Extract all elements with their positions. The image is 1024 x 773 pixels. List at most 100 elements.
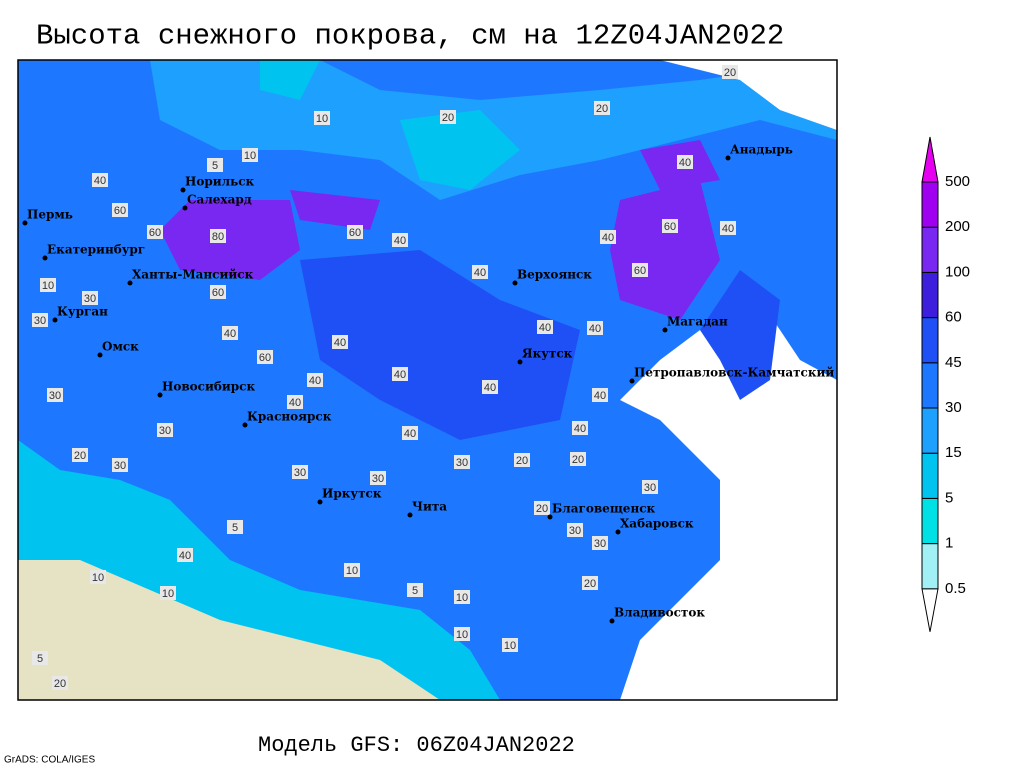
colorbar-label: 45 — [945, 354, 962, 371]
contour-label: 10 — [316, 113, 328, 125]
contour-label: 40 — [224, 328, 236, 340]
contour-label: 40 — [334, 337, 346, 349]
kamchatka — [700, 270, 780, 400]
bare-ground — [18, 560, 440, 700]
contour-label-box — [307, 373, 323, 387]
contour-label-box — [242, 148, 258, 162]
colorbar-label: 15 — [945, 444, 962, 461]
contour-label: 20 — [584, 578, 596, 590]
city-name: Магадан — [667, 315, 728, 329]
contour-label: 30 — [49, 390, 61, 402]
colorbar-box — [921, 452, 939, 499]
contour-label-box — [392, 233, 408, 247]
city-dot — [52, 317, 58, 323]
contour-label: 40 — [94, 175, 106, 187]
contour-label-box — [440, 110, 456, 124]
colorbar-box — [921, 497, 939, 545]
contour-label-box — [720, 221, 736, 235]
contour-label-box — [454, 627, 470, 641]
city-name: Благовещенск — [552, 502, 656, 516]
contour-label-box — [92, 173, 108, 187]
contour-label: 30 — [644, 482, 656, 494]
city-name: Анадырь — [730, 143, 793, 157]
contour-label: 60 — [259, 352, 271, 364]
contour-label-box — [567, 523, 583, 537]
contour-label-box — [370, 471, 386, 485]
city-dot — [407, 512, 413, 518]
contour-label: 10 — [346, 565, 358, 577]
city-dot — [662, 327, 668, 333]
contour-label-box — [112, 203, 128, 217]
contour-label: 30 — [456, 457, 468, 469]
colorbar-label: 200 — [945, 218, 970, 235]
contour-label: 40 — [484, 382, 496, 394]
contour-label: 40 — [394, 369, 406, 381]
contour-label-box — [722, 65, 738, 79]
contour-label-box — [594, 101, 610, 115]
city-name: Петропавловск-Камчатский — [634, 366, 834, 380]
city-dot — [42, 255, 48, 261]
contour-label: 10 — [244, 150, 256, 162]
contour-label: 20 — [536, 503, 548, 515]
city-dot — [180, 187, 186, 193]
contour-label-box — [642, 480, 658, 494]
contour-label-box — [210, 285, 226, 299]
contour-label-box — [177, 548, 193, 562]
contour-label: 5 — [412, 585, 418, 597]
city-name: Курган — [57, 305, 108, 319]
contour-label-box — [47, 388, 63, 402]
contour-label: 40 — [679, 157, 691, 169]
city-name: Салехард — [187, 193, 252, 207]
contour-label-box — [572, 421, 588, 435]
contour-label: 40 — [404, 428, 416, 440]
contour-label-box — [292, 465, 308, 479]
city-dot — [242, 422, 248, 428]
contour-label: 10 — [92, 572, 104, 584]
snow-deep — [160, 140, 720, 320]
colorbar-box — [921, 543, 939, 590]
contour-label-box — [454, 455, 470, 469]
contour-label: 40 — [539, 322, 551, 334]
contour-label: 60 — [664, 221, 676, 233]
contour-label-box — [534, 501, 550, 515]
contour-label-box — [210, 229, 226, 243]
contour-label-box — [160, 586, 176, 600]
map-field — [18, 60, 837, 700]
contour-label-box — [52, 676, 68, 690]
contour-label: 20 — [596, 103, 608, 115]
colorbar-box — [921, 362, 939, 409]
city-dot — [725, 155, 731, 161]
city-dot — [22, 220, 28, 226]
contour-label: 40 — [594, 390, 606, 402]
contour-label-box — [222, 326, 238, 340]
colorbar-label: 60 — [945, 309, 962, 326]
city-name: Иркутск — [322, 487, 382, 501]
contour-label: 10 — [162, 588, 174, 600]
contour-label-box — [582, 576, 598, 590]
contour-label-box — [600, 230, 616, 244]
contour-label: 20 — [442, 112, 454, 124]
city-dot — [512, 280, 518, 286]
contour-label: 5 — [212, 160, 218, 172]
contour-label-box — [592, 388, 608, 402]
contour-label-box — [537, 320, 553, 334]
map-title: Высота снежного покрова, см на 12Z04JAN2… — [36, 20, 784, 53]
contour-label-box — [454, 590, 470, 604]
colorbar-box — [921, 226, 939, 273]
city-name: Верхоянск — [517, 268, 592, 282]
contour-label-box — [514, 453, 530, 467]
contour-label-box — [314, 111, 330, 125]
city-name: Якутск — [522, 347, 573, 361]
contour-label: 5 — [37, 653, 43, 665]
colorbar-box — [921, 271, 939, 319]
city-name: Пермь — [27, 208, 73, 222]
contour-label: 20 — [74, 450, 86, 462]
snow-mid — [300, 250, 580, 440]
contour-label: 30 — [34, 315, 46, 327]
contour-label-box — [402, 426, 418, 440]
colorbar-label: 1 — [945, 535, 953, 552]
contour-label-box — [344, 563, 360, 577]
colorbar-label: 100 — [945, 263, 970, 280]
